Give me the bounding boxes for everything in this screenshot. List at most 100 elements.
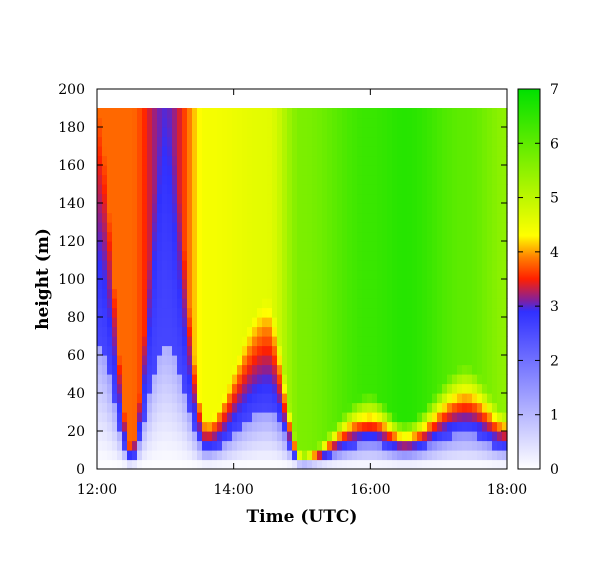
heatmap-cell: [402, 146, 408, 157]
heatmap-cell: [422, 345, 428, 356]
heatmap-cell: [372, 193, 378, 204]
heatmap-cell: [342, 298, 348, 309]
heatmap-cell: [297, 345, 303, 356]
heatmap-cell: [157, 184, 163, 195]
heatmap-cell: [122, 355, 128, 366]
heatmap-cell: [432, 450, 438, 461]
heatmap-cell: [372, 241, 378, 252]
heatmap-cell: [202, 279, 208, 290]
heatmap-cell: [322, 421, 328, 432]
heatmap-cell: [242, 184, 248, 195]
heatmap-cell: [217, 127, 223, 138]
heatmap-cell: [447, 155, 453, 166]
heatmap-cell: [212, 108, 218, 119]
x-tick-label: 14:00: [213, 482, 253, 498]
heatmap-cell: [177, 345, 183, 356]
heatmap-cell: [447, 326, 453, 337]
heatmap-cell: [242, 117, 248, 128]
heatmap-cell: [297, 184, 303, 195]
heatmap-cell: [252, 374, 258, 385]
heatmap-cell: [237, 165, 243, 176]
heatmap-cell: [282, 402, 288, 413]
heatmap-cell: [222, 383, 228, 394]
heatmap-cell: [147, 383, 153, 394]
heatmap-cell: [177, 459, 183, 470]
heatmap-cell: [492, 393, 498, 404]
heatmap-cell: [402, 212, 408, 223]
heatmap-cell: [232, 288, 238, 299]
heatmap-cell: [347, 127, 353, 138]
heatmap-cell: [477, 326, 483, 337]
heatmap-cell: [427, 336, 433, 347]
heatmap-cell: [272, 165, 278, 176]
heatmap-cell: [112, 402, 118, 413]
heatmap-cell: [317, 336, 323, 347]
heatmap-cell: [337, 345, 343, 356]
heatmap-cell: [372, 450, 378, 461]
heatmap-cell: [242, 326, 248, 337]
heatmap-cell: [462, 345, 468, 356]
heatmap-cell: [177, 203, 183, 214]
heatmap-cell: [342, 146, 348, 157]
heatmap-cell: [282, 383, 288, 394]
heatmap-cell: [172, 193, 178, 204]
heatmap-cell: [422, 174, 428, 185]
heatmap-cell: [457, 250, 463, 261]
heatmap-cell: [327, 260, 333, 271]
heatmap-cell: [447, 288, 453, 299]
heatmap-cell: [492, 345, 498, 356]
heatmap-cell: [442, 383, 448, 394]
heatmap-cell: [402, 203, 408, 214]
heatmap-cell: [202, 241, 208, 252]
heatmap-cell: [217, 279, 223, 290]
colorbar-tick-label: 4: [550, 245, 559, 261]
colorbar-tick-label: 7: [550, 82, 559, 98]
heatmap-cell: [157, 241, 163, 252]
heatmap-cell: [397, 402, 403, 413]
heatmap-cell: [362, 374, 368, 385]
heatmap-cell: [127, 260, 133, 271]
heatmap-cell: [162, 146, 168, 157]
heatmap-cell: [437, 450, 443, 461]
heatmap-cell: [467, 412, 473, 423]
heatmap-cell: [212, 298, 218, 309]
heatmap-cell: [442, 336, 448, 347]
heatmap-cell: [237, 374, 243, 385]
heatmap-cell: [452, 127, 458, 138]
heatmap-cell: [352, 402, 358, 413]
heatmap-cell: [302, 421, 308, 432]
heatmap-cell: [182, 431, 188, 442]
heatmap-cell: [397, 383, 403, 394]
heatmap-cell: [347, 431, 353, 442]
heatmap-cell: [282, 459, 288, 470]
heatmap-cell: [167, 307, 173, 318]
heatmap-cell: [407, 146, 413, 157]
heatmap-cell: [422, 459, 428, 470]
heatmap-cell: [477, 165, 483, 176]
heatmap-cell: [172, 450, 178, 461]
heatmap-cell: [327, 431, 333, 442]
heatmap-cell: [472, 174, 478, 185]
heatmap-cell: [227, 336, 233, 347]
heatmap-cell: [282, 193, 288, 204]
heatmap-cell: [282, 165, 288, 176]
heatmap-cell: [347, 193, 353, 204]
heatmap-cell: [217, 459, 223, 470]
heatmap-cell: [172, 364, 178, 375]
heatmap-cell: [372, 364, 378, 375]
heatmap-cell: [387, 393, 393, 404]
heatmap-cell: [417, 374, 423, 385]
heatmap-cell: [207, 136, 213, 147]
heatmap-cell: [267, 146, 273, 157]
y-tick-label: 100: [58, 272, 85, 288]
heatmap-cell: [197, 108, 203, 119]
heatmap-cell: [362, 326, 368, 337]
heatmap-cell: [242, 440, 248, 451]
heatmap-cell: [137, 364, 143, 375]
heatmap-cell: [492, 364, 498, 375]
heatmap-cell: [307, 165, 313, 176]
heatmap-cell: [317, 193, 323, 204]
heatmap-cell: [107, 203, 113, 214]
heatmap-cell: [102, 222, 108, 233]
heatmap-cell: [297, 212, 303, 223]
